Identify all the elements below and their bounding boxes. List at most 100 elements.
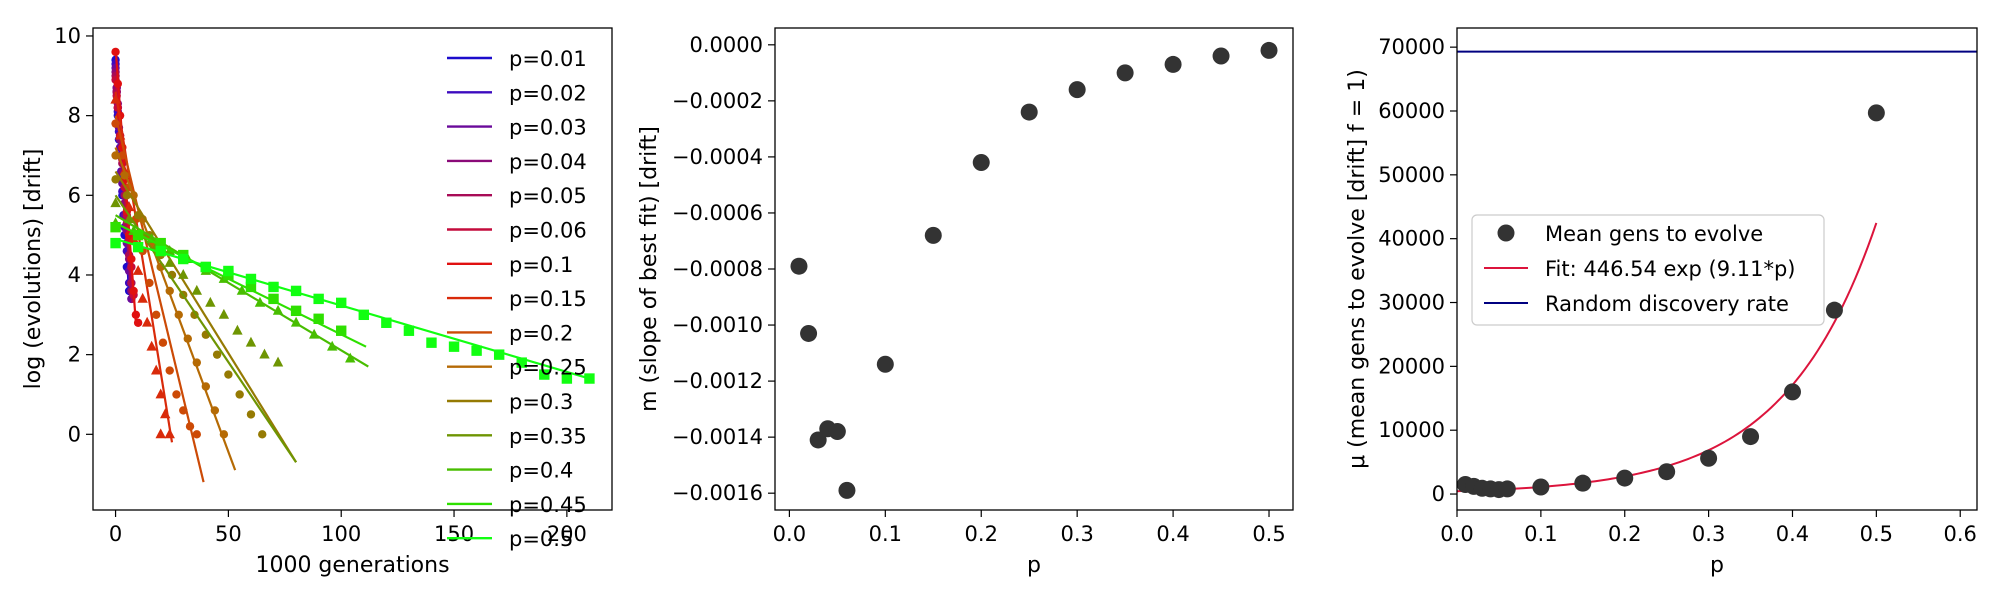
- x-tick-label: 0.4: [1156, 522, 1189, 546]
- data-point: [426, 337, 437, 348]
- data-point: [1658, 463, 1676, 481]
- data-point: [1116, 64, 1134, 82]
- legend-label: p=0.25: [509, 356, 587, 380]
- data-point: [272, 356, 284, 367]
- data-point: [268, 293, 279, 305]
- data-point: [358, 309, 369, 321]
- x-tick-label: 0.2: [965, 522, 998, 546]
- x-tick-label: 150: [434, 522, 474, 546]
- y-tick-label: 20000: [1378, 354, 1445, 378]
- data-point: [924, 226, 942, 244]
- data-point: [164, 257, 175, 267]
- fit-line: [114, 170, 298, 463]
- data-point: [172, 390, 181, 399]
- data-point: [146, 340, 157, 351]
- data-point: [191, 284, 202, 295]
- x-tick-label: 0.0: [773, 522, 806, 546]
- data-point: [1164, 55, 1182, 73]
- data-point: [192, 430, 201, 439]
- data-point: [1783, 383, 1801, 401]
- data-point: [1212, 47, 1230, 65]
- y-tick-label: 4: [68, 263, 81, 287]
- legend-label: p=0.05: [509, 184, 587, 208]
- data-point: [200, 261, 212, 273]
- data-point: [164, 428, 175, 439]
- legend-label: p=0.2: [509, 321, 573, 345]
- data-point: [313, 313, 324, 324]
- data-point: [178, 253, 189, 265]
- data-point: [133, 318, 143, 327]
- data-point: [232, 324, 243, 335]
- data-point: [158, 338, 168, 347]
- legend-label: p=0.4: [509, 459, 573, 483]
- data-point: [219, 430, 229, 439]
- x-tick-label: 0.5: [1860, 522, 1893, 546]
- data-point: [129, 286, 138, 296]
- x-tick-label: 0.1: [1524, 522, 1557, 546]
- data-point: [245, 336, 257, 347]
- data-point: [800, 324, 818, 342]
- fit-line: [114, 194, 297, 463]
- data-point: [1825, 301, 1843, 319]
- y-tick-label: 10: [54, 24, 81, 48]
- y-tick-label: −0.0008: [672, 257, 763, 281]
- data-point: [516, 357, 527, 368]
- data-point: [259, 348, 270, 359]
- x-tick-label: 0.5: [1252, 522, 1285, 546]
- y-tick-label: 6: [68, 183, 81, 207]
- y-tick-label: 10000: [1378, 418, 1445, 442]
- legend-marker: [1497, 224, 1515, 242]
- chart-2: 0.0 0.1 0.2 0.3 0.4 0.5 0.0000 −0.0002 −0.0004 −0…: [637, 27, 1294, 578]
- y-tick-label: −0.0002: [672, 89, 763, 113]
- data-point: [165, 366, 174, 375]
- y-tick-label: −0.0006: [672, 201, 763, 225]
- data-point: [838, 481, 856, 499]
- data-point: [539, 369, 550, 380]
- data-point: [141, 316, 153, 327]
- x-tick-label: 0.2: [1608, 522, 1641, 546]
- y-tick-label: 30000: [1378, 291, 1445, 315]
- data-point: [155, 428, 166, 439]
- data-point: [809, 431, 827, 449]
- legend-label: Mean gens to evolve: [1545, 222, 1763, 246]
- data-point: [272, 304, 284, 315]
- data-point: [192, 358, 201, 367]
- series-p=0.25: [111, 147, 237, 471]
- data-point: [290, 285, 302, 297]
- y-tick-label: −0.0004: [672, 145, 763, 169]
- data-point: [123, 201, 135, 212]
- x-tick-label: 0.1: [869, 522, 902, 546]
- axes-frame: [774, 27, 1294, 511]
- data-point: [245, 281, 257, 293]
- data-point: [258, 430, 267, 439]
- y-tick-label: −0.0014: [672, 425, 763, 449]
- data-point: [155, 237, 166, 249]
- data-point: [1700, 449, 1718, 467]
- data-point: [122, 191, 132, 200]
- data-point: [183, 334, 192, 343]
- legend-label: Fit: 446.54 exp (9.11*p): [1545, 257, 1795, 281]
- data-point: [178, 268, 189, 279]
- x-tick-label: 0.6: [1944, 522, 1977, 546]
- plot-area: [1457, 50, 1977, 499]
- data-point: [120, 171, 129, 180]
- data-point: [290, 305, 302, 317]
- x-tick-label: 50: [215, 522, 242, 546]
- series-p=0.3: [111, 170, 298, 463]
- data-point: [1020, 103, 1038, 121]
- legend: Mean gens to evolve Fit: 446.54 exp (9.11…: [1471, 214, 1825, 326]
- data-point: [326, 340, 338, 351]
- x-tick-label: 200: [547, 522, 587, 546]
- data-point: [205, 296, 216, 307]
- legend-label: p=0.3: [509, 390, 573, 414]
- y-tick-label: 2: [68, 343, 81, 367]
- data-point: [111, 47, 120, 57]
- y-tick-label: −0.0012: [672, 369, 763, 393]
- fit-line: [115, 238, 590, 380]
- legend-box: [1471, 214, 1825, 326]
- y-axis-label: log (evolutions) [drift]: [21, 149, 46, 390]
- data-point: [223, 265, 234, 277]
- data-point: [218, 308, 230, 319]
- data-point: [185, 422, 195, 431]
